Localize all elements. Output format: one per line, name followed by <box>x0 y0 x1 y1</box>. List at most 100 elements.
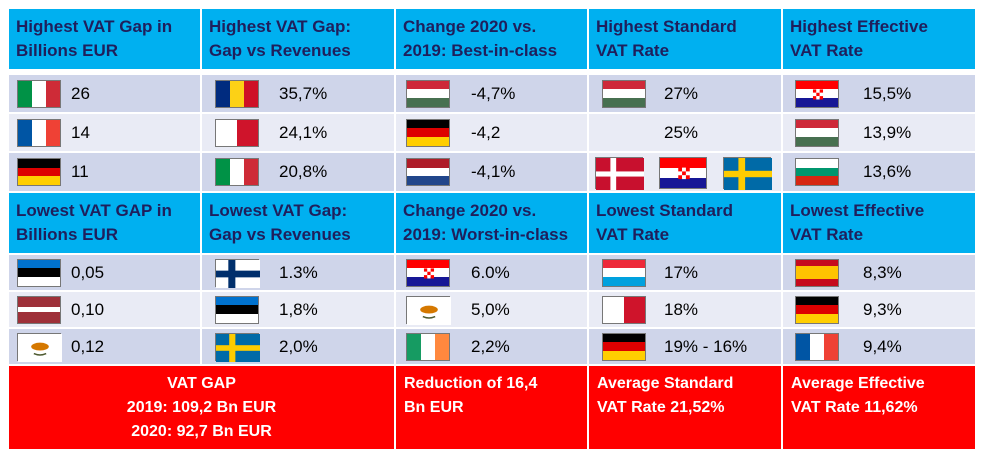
denmark-flag <box>595 157 644 190</box>
cell-value: 14 <box>71 122 90 142</box>
column-header: Lowest VAT Gap: Gap vs Revenues <box>201 192 395 254</box>
footer-vat-gap: VAT GAP 2019: 109,2 Bn EUR 2020: 92,7 Bn… <box>8 365 395 450</box>
cyprus-flag <box>406 295 451 325</box>
estonia-flag <box>17 258 61 287</box>
croatia-flag <box>795 79 839 108</box>
cell-value: 25% <box>664 122 699 142</box>
header-label: Highest Effective VAT Rate <box>790 17 928 60</box>
cell-value: 2,2% <box>471 336 510 356</box>
cell-value: 0,10 <box>71 299 105 319</box>
germany-flag <box>406 118 450 147</box>
cell-value: 13,6% <box>863 162 912 181</box>
data-cell: 5,0% <box>395 291 588 328</box>
footer-reduction-text: Reduction of 16,4 Bn EUR <box>404 375 538 416</box>
germany-flag <box>17 158 61 186</box>
france-flag <box>17 118 61 147</box>
vat-dashboard: Highest VAT Gap in Billions EUR Highest V… <box>8 8 976 450</box>
hungary-flag <box>406 79 450 108</box>
cell-value: -4,7% <box>471 83 516 103</box>
cell-value: 15,5% <box>863 83 912 103</box>
cell-value: 9,4% <box>863 336 902 356</box>
italy-flag <box>17 79 61 108</box>
data-cell: 27% <box>588 74 782 113</box>
header-label: Highest VAT Gap in Billions EUR <box>16 17 173 60</box>
france-flag <box>795 332 839 361</box>
data-cell: 25% <box>588 113 782 152</box>
footer-vat-gap-text: VAT GAP 2019: 109,2 Bn EUR 2020: 92,7 Bn… <box>126 375 277 440</box>
cell-value: 6.0% <box>471 262 510 282</box>
croatia-flag <box>659 157 707 189</box>
data-cell: 9,3% <box>782 291 976 328</box>
bulgaria-flag <box>795 158 839 186</box>
column-header: Highest Effective VAT Rate <box>782 8 976 70</box>
data-cell: 14 <box>8 113 201 152</box>
column-header: Change 2020 vs. 2019: Best-in-class <box>395 8 588 70</box>
cell-value: 9,3% <box>863 299 902 319</box>
cell-value: 0,05 <box>71 262 105 282</box>
data-cell: -4,2 <box>395 113 588 152</box>
cell-value: 0,12 <box>71 336 105 356</box>
data-cell: 35,7% <box>201 74 395 113</box>
footer-reduction: Reduction of 16,4 Bn EUR <box>395 365 588 450</box>
header-label: Lowest Effective VAT Rate <box>790 201 925 244</box>
cell-value: 26 <box>71 83 90 103</box>
data-cell: 1,8% <box>201 291 395 328</box>
cyprus-flag <box>17 332 62 362</box>
cell-value: 1,8% <box>279 299 318 319</box>
cell-value: 18% <box>664 299 699 319</box>
romania-flag <box>215 79 259 108</box>
data-cell: -4,1% <box>395 152 588 192</box>
footer-avg-effective: Average Effective VAT Rate 11,62% <box>782 365 976 450</box>
header-label: Highest Standard VAT Rate <box>596 17 737 60</box>
netherlands-flag <box>406 158 450 186</box>
data-cell: 11 <box>8 152 201 192</box>
latvia-flag <box>17 295 61 324</box>
header-label: Lowest VAT Gap: Gap vs Revenues <box>209 201 351 244</box>
data-cell: 0,12 <box>8 328 201 365</box>
column-header: Lowest Standard VAT Rate <box>588 192 782 254</box>
data-cell <box>588 152 782 192</box>
data-cell: 20,8% <box>201 152 395 192</box>
column-header: Change 2020 vs. 2019: Worst-in-class <box>395 192 588 254</box>
cell-value: 8,3% <box>863 262 902 282</box>
cell-value: -4,2 <box>471 122 501 142</box>
hungary-flag <box>795 118 839 147</box>
spain-flag <box>795 258 839 287</box>
data-cell: 26 <box>8 74 201 113</box>
column-header: Lowest Effective VAT Rate <box>782 192 976 254</box>
data-cell: 18% <box>588 291 782 328</box>
cell-value: 24,1% <box>279 122 328 142</box>
footer-avg-standard: Average Standard VAT Rate 21,52% <box>588 365 782 450</box>
data-cell: 0,05 <box>8 254 201 291</box>
cell-value: 1.3% <box>279 262 318 282</box>
cell-value: 2,0% <box>279 336 318 356</box>
hungary-flag <box>602 79 646 108</box>
croatia-flag <box>406 258 450 287</box>
data-cell: 15,5% <box>782 74 976 113</box>
italy-flag <box>215 158 259 186</box>
malta-flag <box>602 295 646 324</box>
finland-flag <box>215 258 260 288</box>
data-cell: 6.0% <box>395 254 588 291</box>
column-header: Lowest VAT GAP in Billions EUR <box>8 192 201 254</box>
data-cell: 8,3% <box>782 254 976 291</box>
header-label: Change 2020 vs. 2019: Worst-in-class <box>403 201 569 244</box>
header-label: Highest VAT Gap: Gap vs Revenues <box>209 17 351 60</box>
footer-avg-standard-text: Average Standard VAT Rate 21,52% <box>597 375 734 416</box>
column-header: Highest VAT Gap in Billions EUR <box>8 8 201 70</box>
data-cell: 0,10 <box>8 291 201 328</box>
header-label: Change 2020 vs. 2019: Best-in-class <box>403 17 558 60</box>
data-cell: 2,2% <box>395 328 588 365</box>
footer-avg-effective-text: Average Effective VAT Rate 11,62% <box>791 375 925 416</box>
column-header: Highest Standard VAT Rate <box>588 8 782 70</box>
germany-flag <box>602 332 646 361</box>
luxembourg-flag <box>602 258 646 287</box>
germany-flag <box>795 295 839 324</box>
cell-value: 27% <box>664 83 699 103</box>
estonia-flag <box>215 295 259 324</box>
data-cell: 19% - 16% <box>588 328 782 365</box>
cell-value: 35,7% <box>279 83 328 103</box>
sweden-flag <box>215 332 260 362</box>
ireland-flag <box>406 332 450 361</box>
data-cell: 17% <box>588 254 782 291</box>
